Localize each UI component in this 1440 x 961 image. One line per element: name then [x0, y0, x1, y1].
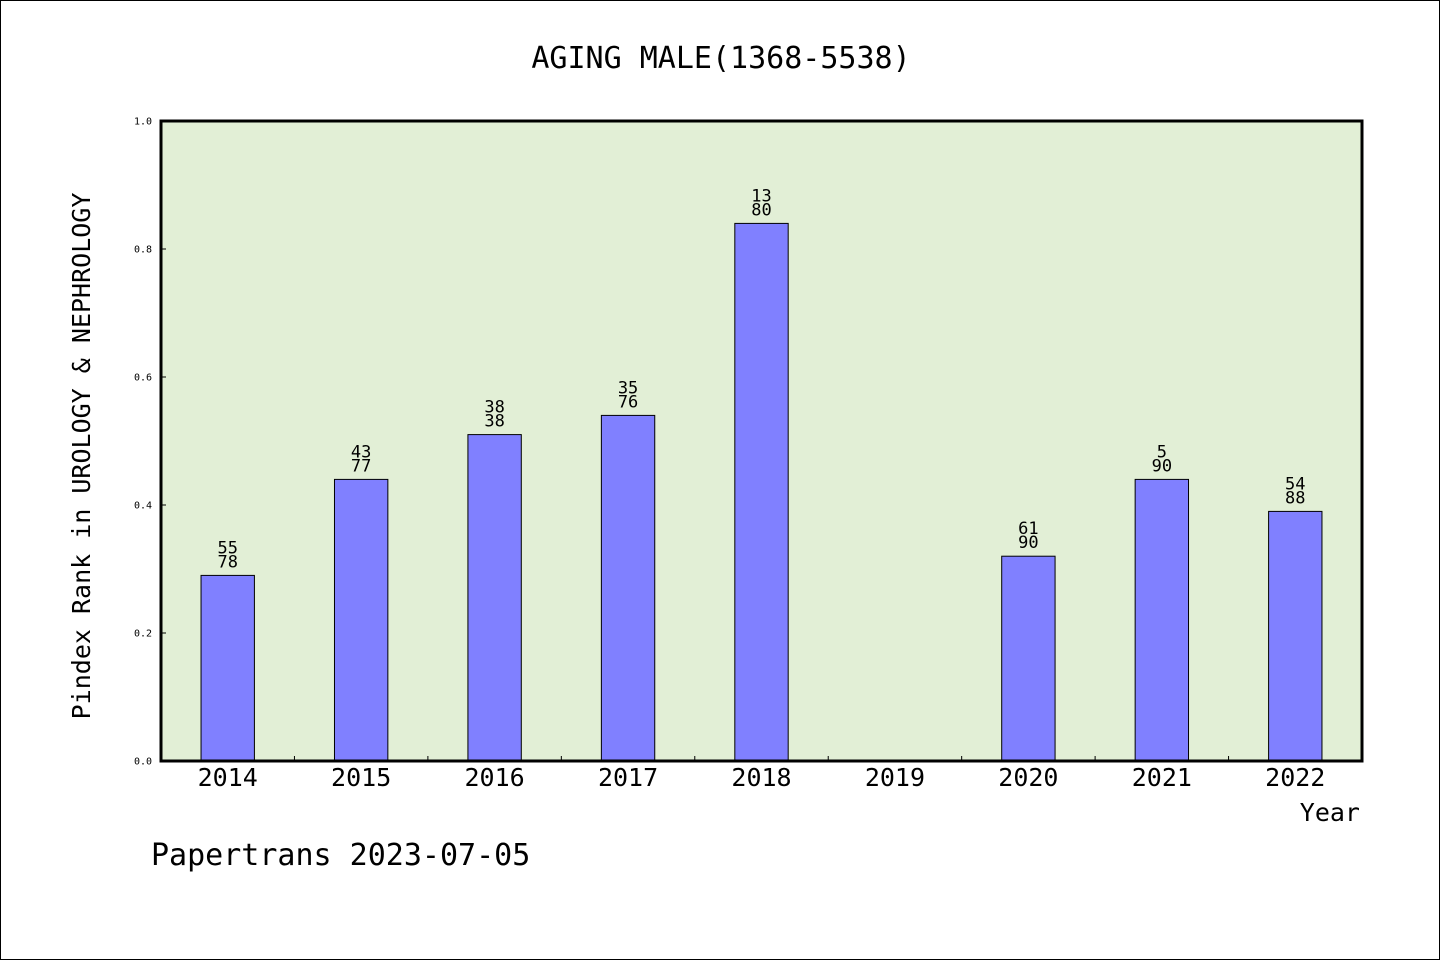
y-tick-label-0.4: 0.4 [134, 501, 152, 512]
bar-label-bottom-2020: 90 [1018, 533, 1038, 553]
x-tick-label-2018: 2018 [731, 763, 791, 792]
y-tick-label-0.2: 0.2 [134, 629, 152, 640]
bar-2016 [467, 434, 522, 762]
x-tick-label-2016: 2016 [465, 763, 525, 792]
bar-label-bottom-2022: 88 [1285, 488, 1305, 508]
bar-label-top-2016: 38 [484, 398, 504, 418]
bar-label-bottom-2016: 38 [484, 412, 504, 432]
bar-label-top-2017: 35 [618, 378, 638, 398]
x-tick-label-2021: 2021 [1132, 763, 1192, 792]
bar-label-bottom-2014: 78 [217, 552, 237, 572]
y-tick-label-0.8: 0.8 [134, 245, 152, 256]
bar-label-top-2020: 61 [1018, 519, 1038, 539]
bar-label-top-2022: 54 [1285, 474, 1305, 494]
y-tick-label-0.0: 0.0 [134, 757, 152, 768]
bar-2018 [734, 222, 789, 762]
x-axis-label: Year [1300, 798, 1360, 827]
chart-title: AGING MALE(1368-5538) [531, 41, 910, 76]
axis-ticks-group: 2014 2015 2016 2017 2018 2019 2020 2021 2022 0.0 0… [134, 117, 1325, 793]
plot-border [159, 119, 1364, 763]
x-tick-label-2020: 2020 [998, 763, 1058, 792]
y-axis-label: Pindex Rank in UROLOGY & NEPHROLOGY [67, 193, 96, 720]
bar-label-top-2021: 5 [1157, 442, 1167, 462]
y-tick-label-0.6: 0.6 [134, 373, 152, 384]
bar-2020 [1001, 555, 1056, 762]
bar-2015 [333, 478, 389, 762]
bar-label-bottom-2018: 80 [751, 200, 771, 220]
bar-2014 [200, 574, 255, 762]
bar-label-top-2018: 13 [751, 186, 771, 206]
x-tick-label-2017: 2017 [598, 763, 658, 792]
x-tick-label-2014: 2014 [198, 763, 258, 792]
footer-text: Papertrans 2023-07-05 [151, 838, 530, 873]
bar-label-top-2014: 55 [217, 538, 237, 558]
x-tick-label-2015: 2015 [331, 763, 391, 792]
x-tick-label-2019: 2019 [865, 763, 925, 792]
bar-label-bottom-2021: 90 [1152, 456, 1172, 476]
bar-2022 [1268, 510, 1323, 762]
bar-label-bottom-2015: 77 [351, 456, 371, 476]
x-tick-label-2022: 2022 [1265, 763, 1325, 792]
y-tick-label-1.0: 1.0 [134, 117, 152, 128]
bar-label-bottom-2017: 76 [618, 392, 638, 412]
bar-2017 [600, 414, 656, 762]
bar-label-top-2015: 43 [351, 442, 371, 462]
bar-2021 [1134, 478, 1190, 762]
